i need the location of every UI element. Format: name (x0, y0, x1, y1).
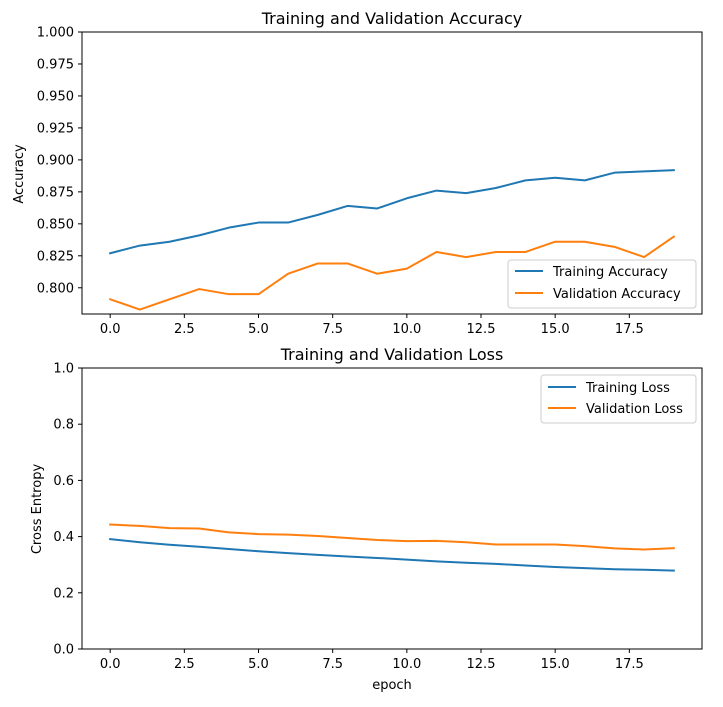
loss-x-tick-label: 7.5 (322, 657, 343, 672)
loss-y-tick-label: 0.8 (53, 418, 74, 433)
accuracy-y-tick-label: 0.975 (37, 57, 74, 72)
loss-series-lines (109, 523, 675, 572)
accuracy-x-tick-label: 10.0 (392, 322, 421, 337)
accuracy-x-tick-label: 17.5 (615, 322, 644, 337)
accuracy-series-lines (108, 169, 676, 311)
accuracy-x-tick-label: 7.5 (322, 322, 343, 337)
loss-x-tick-label: 12.5 (467, 657, 496, 672)
loss-legend: Training Loss Validation Loss (540, 374, 697, 424)
loss-y-tick-label: 0.6 (53, 474, 74, 489)
accuracy-chart-title: Training and Validation Accuracy (261, 9, 523, 28)
accuracy-y-axis-label: Accuracy (12, 144, 27, 204)
loss-x-tick-label: 17.5 (615, 657, 644, 672)
accuracy-y-tick-label: 0.850 (37, 217, 74, 232)
loss-chart: Training and Validation Loss Cross Entro… (30, 345, 703, 693)
loss-x-tick-label: 10.0 (392, 657, 421, 672)
series-line-training-loss (109, 538, 675, 572)
accuracy-ticks: 0.0 2.5 5.0 7.5 10.0 12.5 15.0 17.5 0.800 0.825 0.… (37, 26, 644, 338)
loss-plot-frame (81, 367, 703, 650)
series-line-validation-accuracy (108, 235, 676, 311)
accuracy-y-tick-label: 0.875 (37, 185, 74, 200)
accuracy-y-tick-label: 0.800 (37, 281, 74, 296)
loss-y-tick-label: 0.4 (53, 530, 74, 545)
legend-label-training-accuracy: Training Accuracy (552, 265, 668, 280)
series-line-training-accuracy (108, 169, 675, 255)
accuracy-x-tick-label: 12.5 (467, 322, 496, 337)
accuracy-y-tick-label: 0.950 (37, 89, 74, 104)
accuracy-plot-frame (81, 31, 703, 315)
accuracy-legend-box (507, 259, 697, 309)
loss-x-tick-label: 2.5 (174, 657, 195, 672)
loss-x-axis-label: epoch (372, 678, 412, 693)
accuracy-legend: Training Accuracy Validation Accuracy (507, 259, 697, 309)
accuracy-x-tick-label: 2.5 (174, 322, 195, 337)
loss-legend-box (540, 374, 697, 424)
accuracy-y-tick-label: 0.900 (37, 153, 74, 168)
accuracy-y-tick-label: 1.000 (37, 26, 74, 41)
loss-x-tick-label: 0.0 (100, 657, 121, 672)
legend-label-validation-loss: Validation Loss (586, 402, 683, 417)
loss-y-tick-label: 1.0 (53, 362, 74, 377)
loss-y-tick-label: 0.2 (53, 586, 74, 601)
loss-y-axis-label: Cross Entropy (30, 464, 45, 555)
legend-label-training-loss: Training Loss (585, 381, 670, 396)
accuracy-x-tick-label: 5.0 (248, 322, 269, 337)
loss-x-tick-label: 15.0 (541, 657, 570, 672)
accuracy-chart: Training and Validation Accuracy Accurac… (12, 9, 703, 338)
loss-x-tick-label: 5.0 (248, 657, 269, 672)
legend-label-validation-accuracy: Validation Accuracy (553, 287, 681, 302)
accuracy-y-tick-label: 0.925 (37, 121, 74, 136)
accuracy-x-tick-label: 15.0 (541, 322, 570, 337)
accuracy-x-tick-label: 0.0 (100, 322, 121, 337)
loss-y-tick-label: 0.0 (53, 643, 74, 658)
loss-chart-title: Training and Validation Loss (280, 345, 504, 364)
loss-ticks: 0.0 2.5 5.0 7.5 10.0 12.5 15.0 17.5 0.0 0.2 0.4 0.6… (53, 362, 643, 673)
series-line-validation-loss (109, 523, 675, 551)
accuracy-y-tick-label: 0.825 (37, 249, 74, 264)
